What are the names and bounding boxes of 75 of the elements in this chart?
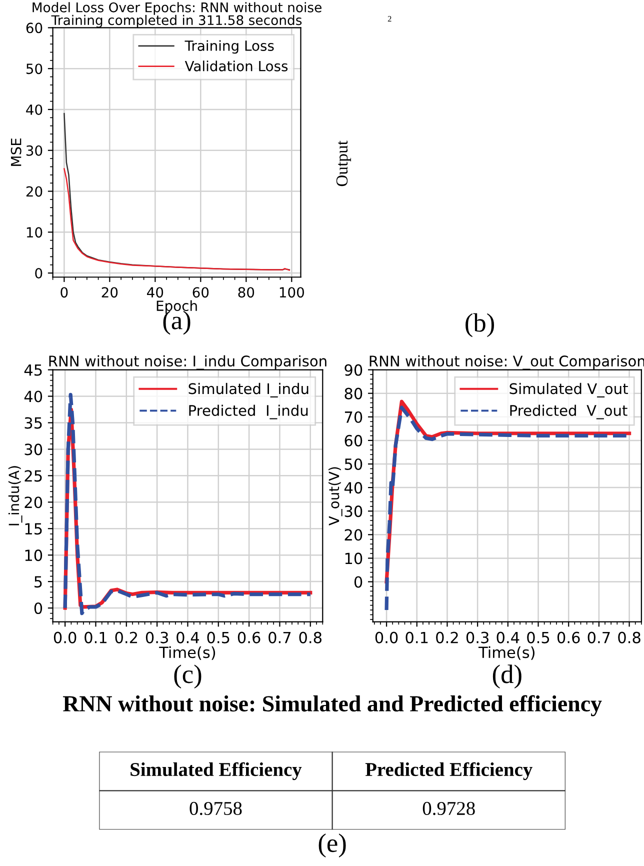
x-tick-label: 0.2 [115, 632, 138, 644]
x-tick-label: 0.0 [375, 632, 398, 644]
x-tick-label: 40 [147, 287, 164, 298]
y-tick-label: 15 [25, 523, 42, 535]
y-tick-label: 40 [24, 390, 42, 402]
x-tick-label: 100 [280, 287, 304, 298]
x-tick-label: 0.5 [207, 632, 230, 644]
y-tick-label: 40 [344, 482, 362, 494]
y-axis-title: MSE [10, 138, 22, 166]
chart-title: RNN without noise: I_indu Comparison [49, 355, 326, 370]
x-tick-label: 0.8 [618, 632, 640, 644]
y-tick-label: 20 [24, 496, 42, 508]
x-tick-label: 0.3 [466, 632, 488, 644]
x-tick-label: 0.3 [146, 632, 168, 644]
x-tick-label: 20 [102, 287, 118, 298]
legend-label: Simulated I_indu [188, 382, 308, 398]
x-tick-label: 0.7 [588, 632, 610, 644]
y-tick-label: 70 [344, 411, 362, 423]
x-axis-title: Time(s) [478, 646, 534, 660]
x-tick-label: 0.6 [557, 632, 580, 644]
y-tick-label: 40 [26, 104, 42, 115]
x-tick-label: 0.7 [268, 632, 291, 644]
text: RNN without noise: Simulated and Predicted efficiency [63, 695, 602, 716]
y-tick-label: 45 [24, 364, 42, 376]
legend-label: Predicted V_out [510, 404, 628, 420]
y-tick-label: 35 [24, 417, 42, 429]
y-tick-label: 20 [344, 529, 362, 541]
y-tick-label: 0 [34, 602, 42, 614]
x-tick-label: 80 [238, 287, 254, 298]
x-tick-label: 0.2 [436, 632, 458, 644]
x-tick-label: 0.6 [238, 632, 260, 644]
y-tick-label: 0 [35, 268, 42, 279]
y-tick-label: 10 [25, 550, 42, 562]
text: (b) [466, 313, 494, 338]
y-tick-label: 60 [344, 434, 362, 446]
x-tick-label: 0.4 [176, 632, 200, 644]
x-axis-title: Time(s) [159, 646, 216, 660]
y-axis-title: V_out(V) [328, 467, 342, 526]
legend-label: Training Loss [184, 40, 274, 54]
y-tick-label: 50 [344, 458, 362, 470]
x-tick-label: 0.1 [84, 632, 106, 644]
y-tick-label: 60 [26, 22, 42, 34]
x-tick-label: 0.5 [527, 632, 550, 644]
y-axis-title: I_indu(A) [8, 466, 22, 526]
y-tick-label: 50 [26, 64, 42, 74]
line-series [64, 168, 290, 271]
text: (d) [492, 664, 522, 689]
x-tick-label: 0.4 [496, 632, 520, 644]
category-label: Predicted Efficiency [365, 762, 532, 780]
y-tick-label: 25 [24, 470, 42, 482]
legend-label: Simulated V_out [510, 382, 628, 398]
legend-label: Predicted I_indu [189, 404, 308, 420]
x-tick-label: 0.8 [299, 632, 322, 644]
x-tick-label: 0.1 [406, 632, 428, 644]
x-tick-label: 0 [60, 287, 68, 298]
legend-label: Validation Loss [184, 60, 288, 72]
data-label: 0.9728 [422, 802, 475, 816]
y-tick-label: 30 [26, 145, 42, 156]
y-tick-label: 80 [344, 388, 362, 400]
text: 2 [388, 16, 392, 22]
y-tick-label: 90 [344, 364, 362, 376]
category-label: Simulated Efficiency [130, 762, 302, 780]
y-tick-label: 20 [26, 186, 42, 197]
text: Output [336, 140, 351, 186]
y-tick-label: 0 [354, 576, 362, 588]
text: (e) [318, 834, 346, 858]
x-tick-label: 60 [192, 287, 209, 298]
x-tick-label: 0.0 [54, 632, 76, 644]
y-tick-label: 30 [344, 506, 362, 518]
y-tick-label: 5 [34, 576, 42, 588]
data-label: 0.9758 [190, 802, 242, 816]
y-tick-label: 10 [345, 552, 362, 564]
text: (c) [174, 664, 202, 689]
y-tick-label: 30 [24, 444, 42, 456]
y-tick-label: 10 [26, 227, 42, 238]
